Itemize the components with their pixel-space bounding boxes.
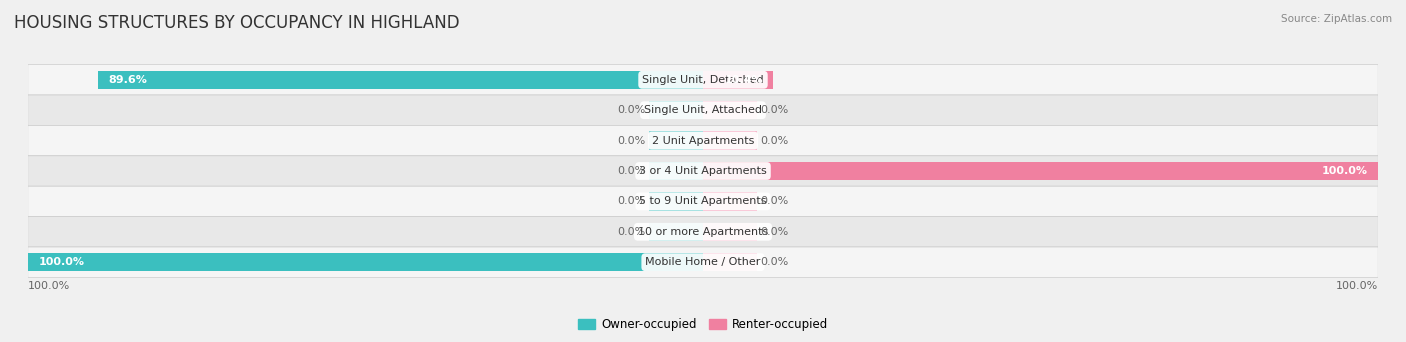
Text: 0.0%: 0.0%	[761, 227, 789, 237]
Bar	[703, 192, 756, 211]
Text: 100.0%: 100.0%	[1322, 166, 1368, 176]
Text: 10 or more Apartments: 10 or more Apartments	[638, 227, 768, 237]
Text: 0.0%: 0.0%	[617, 135, 645, 146]
Bar	[28, 253, 703, 271]
FancyBboxPatch shape	[28, 95, 1378, 126]
Text: Single Unit, Detached: Single Unit, Detached	[643, 75, 763, 85]
Text: 0.0%: 0.0%	[617, 166, 645, 176]
Text: 5 to 9 Unit Apartments: 5 to 9 Unit Apartments	[640, 196, 766, 207]
FancyBboxPatch shape	[28, 216, 1378, 247]
Bar	[650, 223, 703, 241]
FancyBboxPatch shape	[28, 186, 1378, 216]
Text: 100.0%: 100.0%	[38, 257, 84, 267]
Bar	[703, 101, 756, 119]
Text: 10.4%: 10.4%	[724, 75, 763, 85]
Text: 89.6%: 89.6%	[108, 75, 148, 85]
Bar	[650, 131, 703, 150]
Text: 0.0%: 0.0%	[617, 227, 645, 237]
Text: 2 Unit Apartments: 2 Unit Apartments	[652, 135, 754, 146]
Text: Source: ZipAtlas.com: Source: ZipAtlas.com	[1281, 14, 1392, 24]
FancyBboxPatch shape	[28, 247, 1378, 277]
Bar	[98, 71, 703, 89]
Text: 0.0%: 0.0%	[761, 135, 789, 146]
Text: 0.0%: 0.0%	[617, 105, 645, 115]
Text: 3 or 4 Unit Apartments: 3 or 4 Unit Apartments	[640, 166, 766, 176]
Text: Single Unit, Attached: Single Unit, Attached	[644, 105, 762, 115]
FancyBboxPatch shape	[28, 65, 1378, 95]
Bar	[650, 162, 703, 180]
FancyBboxPatch shape	[28, 126, 1378, 156]
Bar	[703, 131, 756, 150]
Text: Mobile Home / Other: Mobile Home / Other	[645, 257, 761, 267]
Text: 100.0%: 100.0%	[28, 281, 70, 291]
FancyBboxPatch shape	[28, 156, 1378, 186]
Bar	[703, 253, 756, 271]
Bar	[703, 223, 756, 241]
Text: 0.0%: 0.0%	[761, 257, 789, 267]
Bar	[703, 162, 1378, 180]
Text: 0.0%: 0.0%	[617, 196, 645, 207]
Text: HOUSING STRUCTURES BY OCCUPANCY IN HIGHLAND: HOUSING STRUCTURES BY OCCUPANCY IN HIGHL…	[14, 14, 460, 32]
Text: 100.0%: 100.0%	[1336, 281, 1378, 291]
Text: 0.0%: 0.0%	[761, 196, 789, 207]
Bar	[650, 192, 703, 211]
Bar	[703, 71, 773, 89]
Text: 0.0%: 0.0%	[761, 105, 789, 115]
Bar	[650, 101, 703, 119]
Legend: Owner-occupied, Renter-occupied: Owner-occupied, Renter-occupied	[572, 313, 834, 336]
